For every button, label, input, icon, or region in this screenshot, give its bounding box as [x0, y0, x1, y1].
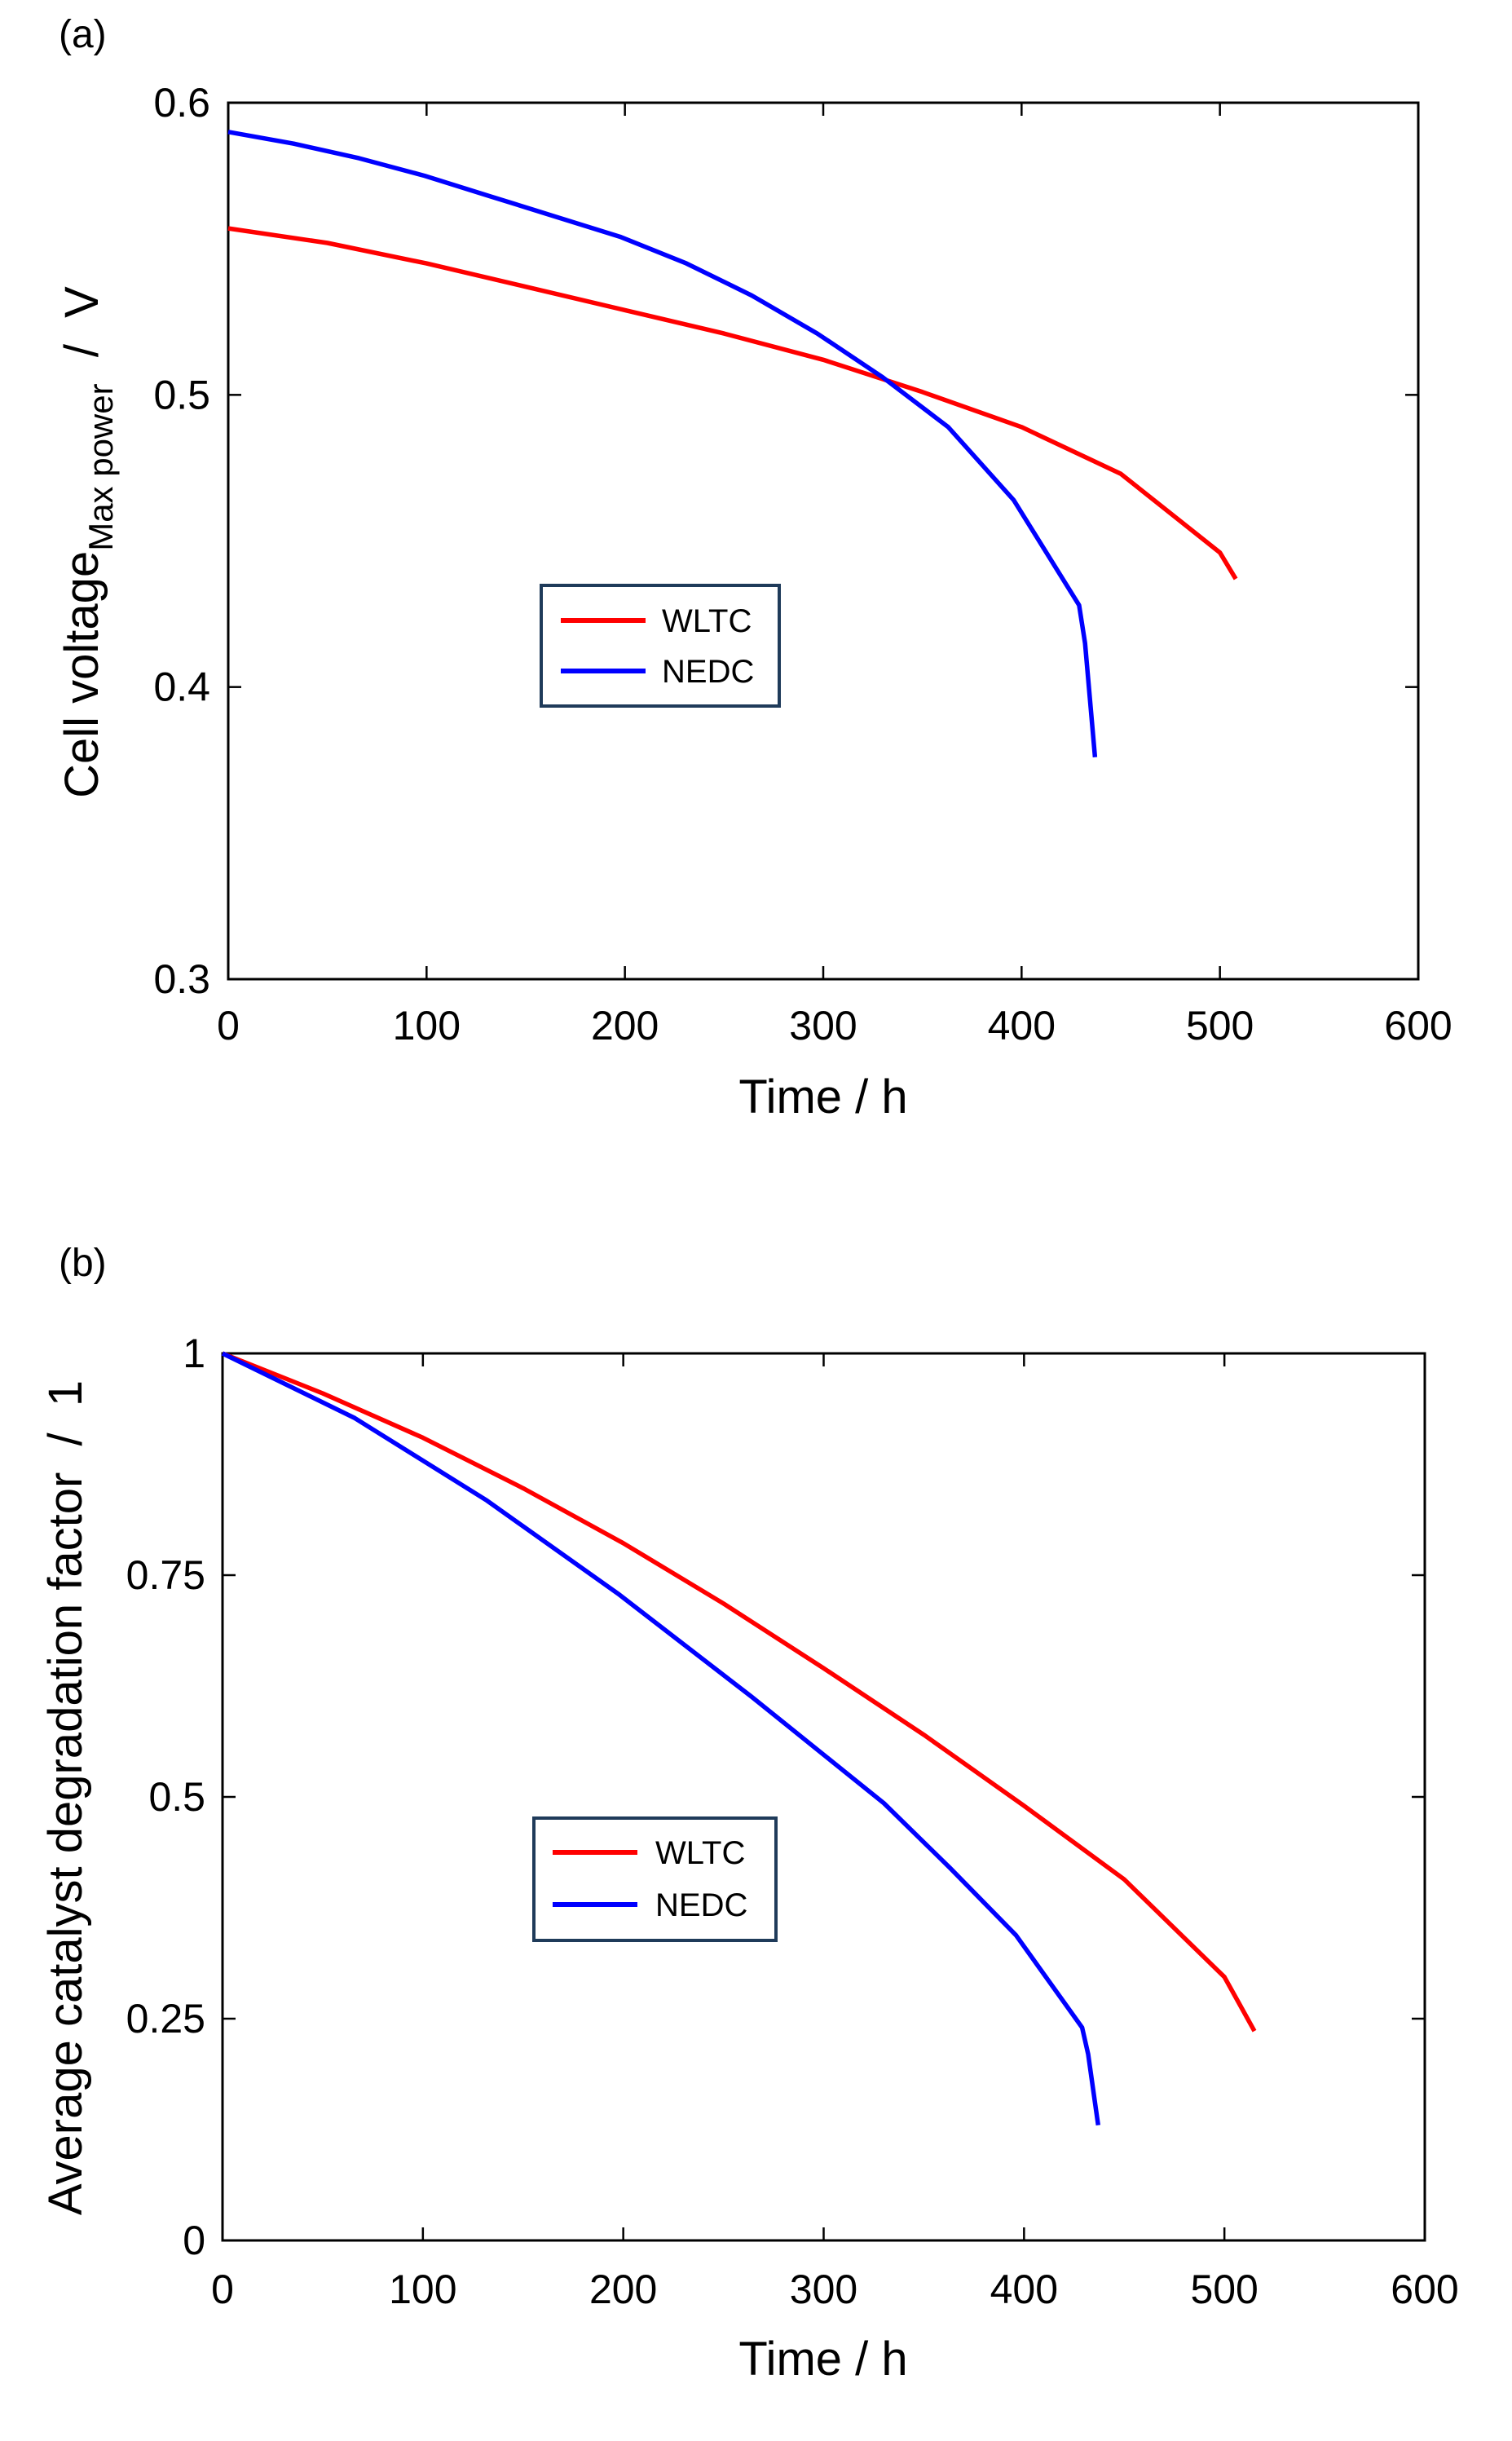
- panel-b-x-tick-label: 300: [790, 2267, 857, 2312]
- panel-b-legend-label-wltc: WLTC: [655, 1835, 745, 1871]
- panel-b-x-tick-label: 200: [589, 2267, 657, 2312]
- panel-a-series-lines: [227, 130, 1238, 757]
- panel-b-x-tick-label: 0: [211, 2267, 234, 2312]
- panel-a-legend-label-nedc: NEDC: [662, 654, 754, 690]
- panel-a: (a) 0 100 200 300 400 500 600 0.3 0.4 0.5 0.6 Time…: [55, 13, 1452, 1123]
- panel-a-y-tick-label: 0.5: [153, 372, 210, 417]
- panel-a-x-tick-label: 100: [393, 1003, 461, 1048]
- panel-b: (b) 0 100 200 300 400 500 600 0 0.25 0.5 0.75 1 Tim…: [39, 1242, 1459, 2386]
- panel-a-y-axis-label-main: Cell voltage: [55, 551, 108, 798]
- panel-a-series-nedc-line: [227, 130, 1098, 757]
- panel-a-y-axis-label-unit: / V: [55, 286, 108, 384]
- panel-b-y-tick-label: 1: [183, 1331, 205, 1376]
- panel-a-legend: WLTC NEDC: [540, 584, 781, 708]
- panel-a-x-tick-label: 500: [1186, 1003, 1254, 1048]
- panel-b-ticks: [221, 1352, 1426, 2242]
- panel-b-y-tick-label: 0.5: [148, 1774, 205, 1820]
- panel-a-x-tick-label: 300: [789, 1003, 857, 1048]
- panel-b-legend-label-nedc: NEDC: [655, 1887, 747, 1923]
- panel-a-x-tick-label: 600: [1384, 1003, 1452, 1048]
- panel-a-x-tick-label: 0: [217, 1003, 240, 1048]
- panel-b-y-axis-label: Average catalyst degradation factor / 1: [39, 1380, 92, 2215]
- panel-b-series-nedc-line: [221, 1351, 1101, 2125]
- panel-b-label: (b): [59, 1242, 107, 1285]
- panel-a-series-wltc-line: [227, 226, 1238, 580]
- panel-a-y-axis-label: Cell voltageMax power / V: [55, 286, 120, 798]
- panel-a-y-axis-label-subscript: Max power: [82, 383, 120, 550]
- panel-b-tick-labels: 0 100 200 300 400 500 600 0 0.25 0.5 0.75 1: [126, 1331, 1459, 2312]
- panel-a-x-tick-label: 200: [591, 1003, 659, 1048]
- panel-a-x-tick-label: 400: [988, 1003, 1056, 1048]
- panel-b-x-tick-label: 500: [1190, 2267, 1258, 2312]
- panel-a-y-tick-label: 0.3: [153, 956, 210, 1002]
- panel-b-y-tick-label: 0: [183, 2218, 205, 2263]
- panel-a-y-tick-label: 0.4: [153, 664, 210, 710]
- panel-a-legend-box: [540, 584, 781, 708]
- panel-b-x-axis-label: Time / h: [738, 2333, 907, 2386]
- panel-a-legend-label-wltc: WLTC: [662, 603, 752, 639]
- panel-b-legend: WLTC NEDC: [532, 1816, 778, 1942]
- panel-b-series-wltc-line: [221, 1351, 1257, 2033]
- panel-a-label: (a): [59, 13, 107, 56]
- panel-b-legend-box: [532, 1816, 778, 1942]
- panel-b-plot-frame: [221, 1352, 1426, 2242]
- panel-a-ticks: [227, 101, 1420, 981]
- panel-a-tick-labels: 0 100 200 300 400 500 600 0.3 0.4 0.5 0.6: [153, 80, 1452, 1048]
- panel-b-series-lines: [221, 1351, 1257, 2125]
- panel-b-y-tick-label: 0.75: [126, 1552, 205, 1598]
- panel-a-plot-frame: [227, 101, 1420, 981]
- panel-b-x-tick-label: 400: [990, 2267, 1058, 2312]
- panel-a-x-axis-label: Time / h: [738, 1070, 907, 1123]
- panel-b-x-tick-label: 100: [389, 2267, 456, 2312]
- panel-b-y-tick-label: 0.25: [126, 1996, 205, 2042]
- panel-b-x-tick-label: 600: [1391, 2267, 1458, 2312]
- panel-a-y-tick-label: 0.6: [153, 80, 210, 126]
